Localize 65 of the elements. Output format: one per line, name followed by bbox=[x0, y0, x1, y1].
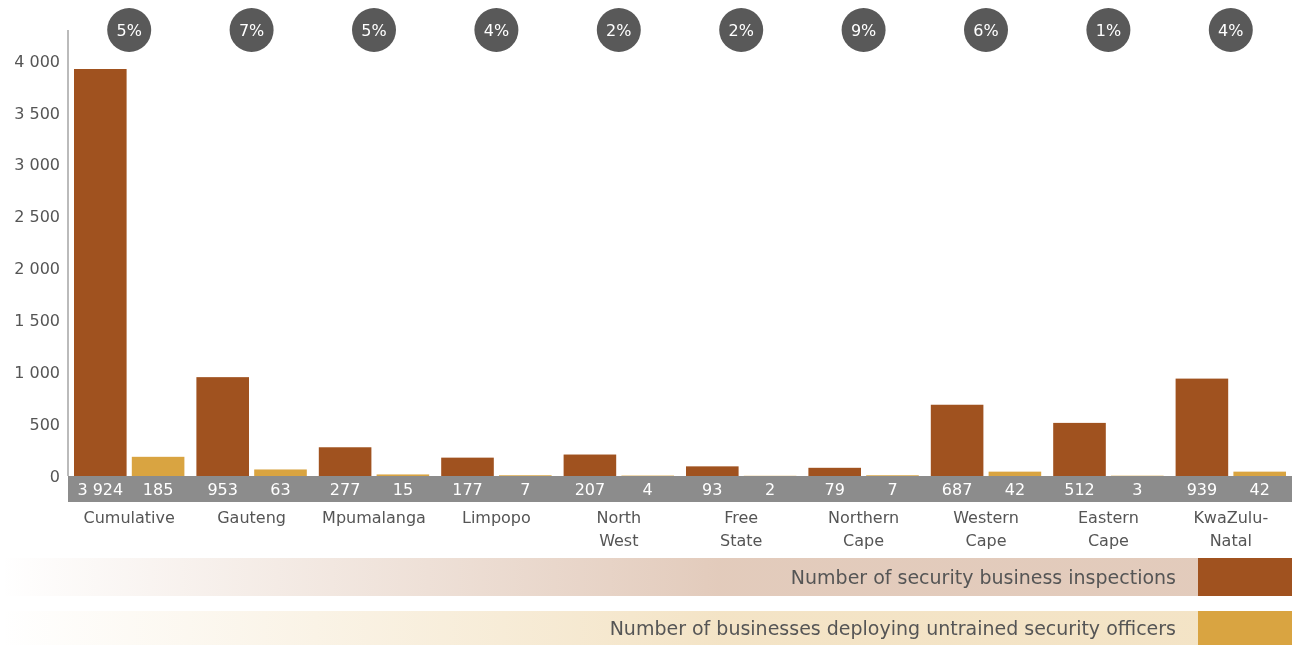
y-tick-label: 3 000 bbox=[14, 155, 60, 175]
data-label: 207 bbox=[574, 479, 606, 499]
data-label: 512 bbox=[1064, 479, 1095, 499]
data-label: 2 bbox=[765, 479, 776, 499]
data-label: 185 bbox=[142, 479, 174, 499]
y-tick-label: 2 500 bbox=[14, 207, 60, 227]
data-label: 687 bbox=[941, 479, 973, 499]
bar bbox=[930, 404, 984, 476]
data-label: 177 bbox=[452, 479, 483, 499]
data-label: 3 bbox=[1132, 479, 1143, 499]
bar bbox=[318, 447, 372, 476]
data-label: 42 bbox=[1004, 479, 1026, 499]
y-tick-label: 1 500 bbox=[14, 311, 60, 331]
bar bbox=[1233, 471, 1286, 476]
data-label: 63 bbox=[270, 479, 291, 499]
x-tick-label: Western Cape bbox=[953, 507, 1019, 550]
data-label: 4 bbox=[642, 479, 653, 499]
x-tick-label: Gauteng bbox=[217, 507, 286, 527]
x-tick-label: Limpopo bbox=[461, 507, 531, 527]
x-tick-label: Mpumalanga bbox=[322, 507, 426, 527]
data-label: 7 bbox=[520, 479, 531, 499]
legend-label: Number of security business inspections bbox=[790, 565, 1176, 588]
annotation: 5% bbox=[361, 20, 387, 40]
bar bbox=[254, 469, 307, 476]
data-label: 93 bbox=[702, 479, 723, 499]
annotation: 4% bbox=[1218, 20, 1244, 40]
y-tick-label: 4 000 bbox=[14, 51, 60, 71]
annotation: 2% bbox=[606, 20, 632, 40]
legend-label: Number of businesses deploying untrained security officers bbox=[609, 616, 1176, 639]
annotation: 1% bbox=[1095, 20, 1122, 40]
annotation: 4% bbox=[483, 20, 510, 40]
annotation: 6% bbox=[973, 20, 999, 40]
x-tick-label: Cumulative bbox=[83, 507, 175, 527]
bar bbox=[74, 69, 127, 476]
x-tick-label: North West bbox=[596, 507, 642, 550]
y-tick-label: 0 bbox=[49, 466, 60, 486]
bar bbox=[808, 467, 861, 476]
bar bbox=[988, 471, 1042, 476]
annotation: 7% bbox=[238, 20, 265, 40]
bar bbox=[196, 377, 249, 476]
bar bbox=[563, 454, 617, 476]
data-label: 79 bbox=[824, 479, 845, 499]
x-tick-label: Northern Cape bbox=[828, 507, 900, 550]
data-label: 939 bbox=[1186, 479, 1218, 499]
data-label: 3 924 bbox=[77, 479, 124, 499]
bar bbox=[131, 456, 185, 476]
bar bbox=[1175, 378, 1229, 476]
bar bbox=[1053, 422, 1106, 476]
annotation: 2% bbox=[728, 20, 754, 40]
x-tick-label: KwaZulu-Natal bbox=[1193, 507, 1269, 550]
x-tick-label: Free State bbox=[720, 507, 763, 550]
y-tick-label: 2 000 bbox=[14, 259, 60, 279]
data-label: 15 bbox=[392, 479, 414, 499]
bar bbox=[441, 457, 494, 476]
bar bbox=[686, 466, 739, 476]
data-label: 277 bbox=[329, 479, 361, 499]
y-tick-label: 3 500 bbox=[14, 103, 60, 123]
data-label: 42 bbox=[1249, 479, 1270, 499]
annotation: 9% bbox=[850, 20, 877, 40]
x-tick-label: Eastern Cape bbox=[1077, 507, 1139, 550]
annotation: 5% bbox=[116, 20, 142, 40]
data-label: 953 bbox=[207, 479, 238, 499]
data-label: 7 bbox=[887, 479, 898, 499]
y-tick-label: 1 000 bbox=[14, 362, 60, 382]
y-tick-label: 500 bbox=[29, 414, 60, 434]
